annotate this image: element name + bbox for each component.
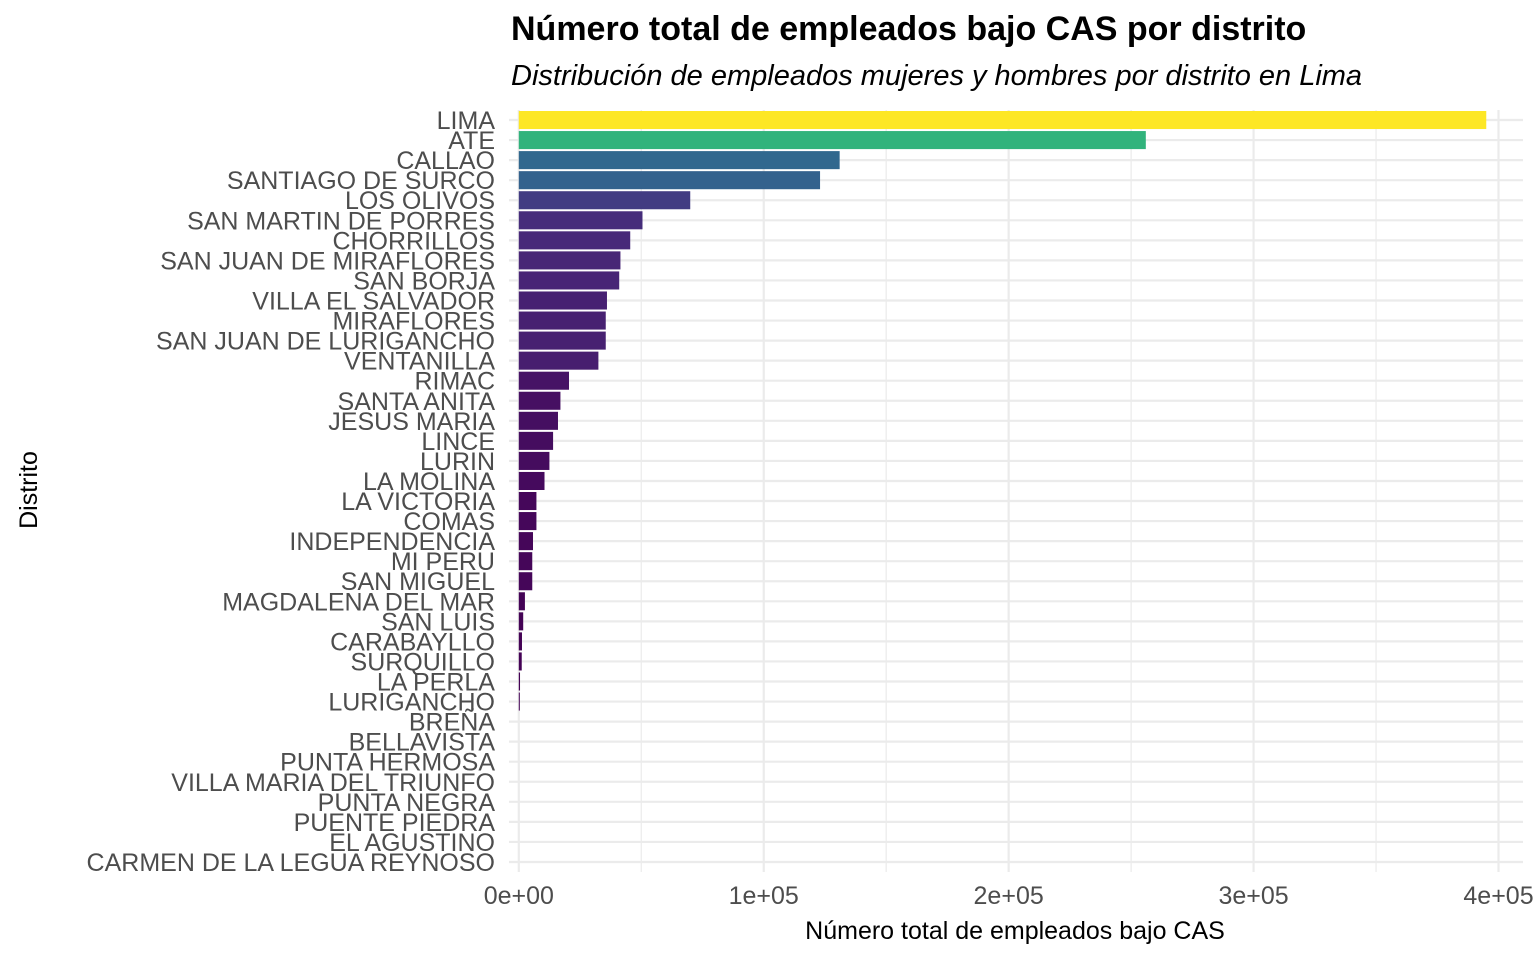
y-tick-label: ATE <box>448 127 495 155</box>
y-tick-label: CALLAO <box>396 147 495 175</box>
y-tick-label: SAN MIGUEL <box>341 568 495 596</box>
y-tick-label: LA PERLA <box>377 669 495 697</box>
y-tick-label: RIMAC <box>414 368 495 396</box>
bar <box>518 431 554 450</box>
bar <box>518 391 561 410</box>
y-tick-label: PUNTA HERMOSA <box>280 749 495 777</box>
bar <box>518 471 545 490</box>
x-tick-label: 4e+05 <box>1463 882 1533 910</box>
bar <box>518 592 525 611</box>
y-tick-label: SANTIAGO DE SURCO <box>227 167 495 195</box>
bar <box>518 612 524 631</box>
y-tick-label: COMAS <box>403 508 495 536</box>
y-tick-label: VILLA MARIA DEL TRIUNFO <box>171 769 495 797</box>
x-tick-label: 3e+05 <box>1218 882 1288 910</box>
y-tick-label: JESUS MARIA <box>328 408 495 436</box>
y-tick-label: EL AGUSTINO <box>329 829 495 857</box>
bar <box>518 211 643 230</box>
y-tick-label: LINCE <box>421 428 495 456</box>
bar <box>518 492 537 511</box>
y-tick-label: LURIN <box>420 448 495 476</box>
y-axis-title: Distrito <box>15 451 43 529</box>
x-tick-labels: 0e+00 1e+05 2e+05 3e+05 4e+05 <box>484 882 1534 910</box>
bar <box>518 572 533 591</box>
y-tick-label: SAN MARTIN DE PORRES <box>187 207 495 235</box>
bar <box>518 231 631 250</box>
bar <box>518 532 534 551</box>
y-tick-label: BELLAVISTA <box>349 729 496 757</box>
bars <box>518 111 1487 711</box>
y-tick-label: CARABAYLLO <box>330 628 495 656</box>
bar <box>518 111 1487 130</box>
y-tick-label: MI PERU <box>391 548 495 576</box>
x-tick-label: 2e+05 <box>974 882 1044 910</box>
chart-subtitle: Distribución de empleados mujeres y homb… <box>511 60 1363 92</box>
x-tick-label: 1e+05 <box>729 882 799 910</box>
y-tick-label: BREÑA <box>409 708 495 737</box>
y-tick-label: INDEPENDENCIA <box>289 528 495 556</box>
y-tick-label: LA VICTORIA <box>341 488 495 516</box>
bar <box>518 451 550 470</box>
y-tick-label: CARMEN DE LA LEGUA REYNOSO <box>87 849 495 877</box>
chart-title: Número total de empleados bajo CAS por d… <box>511 10 1307 48</box>
x-axis-title: Número total de empleados bajo CAS <box>805 917 1225 945</box>
bar <box>518 552 533 571</box>
y-tick-label: VILLA EL SALVADOR <box>252 288 495 316</box>
bar <box>518 131 1146 150</box>
y-tick-label: SAN JUAN DE MIRAFLORES <box>160 247 495 275</box>
y-tick-label: SURQUILLO <box>351 648 495 676</box>
bar <box>518 371 570 390</box>
bar <box>518 191 691 210</box>
y-tick-label: SAN JUAN DE LURIGANCHO <box>156 328 495 356</box>
y-tick-label: PUENTE PIEDRA <box>294 809 496 837</box>
y-tick-label: SAN LUIS <box>381 608 495 636</box>
x-tick-label: 0e+00 <box>484 882 554 910</box>
bar <box>518 291 607 310</box>
grid-lines <box>509 110 1523 872</box>
y-tick-label: SANTA ANITA <box>338 388 496 416</box>
bar <box>518 251 621 270</box>
y-tick-label: SAN BORJA <box>353 267 495 295</box>
y-tick-label: LA MOLINA <box>363 468 495 496</box>
bar <box>518 672 521 691</box>
bar <box>518 151 840 170</box>
y-tick-label: CHORRILLOS <box>332 227 495 255</box>
y-tick-label: LOS OLIVOS <box>345 187 495 215</box>
bar <box>518 512 537 531</box>
bar <box>518 411 558 430</box>
bar <box>518 632 522 651</box>
bar <box>518 331 606 350</box>
y-tick-label: LURIGANCHO <box>328 689 495 717</box>
y-tick-label: PUNTA NEGRA <box>318 789 496 817</box>
y-tick-label: MAGDALENA DEL MAR <box>222 588 495 616</box>
bar <box>518 311 606 330</box>
y-tick-label: LIMA <box>437 107 496 135</box>
bar <box>518 692 520 711</box>
bar <box>518 171 821 190</box>
y-tick-label: VENTANILLA <box>344 348 495 376</box>
bar <box>518 351 599 370</box>
bar <box>518 652 522 671</box>
bar <box>518 271 620 290</box>
y-tick-label: MIRAFLORES <box>332 308 495 336</box>
